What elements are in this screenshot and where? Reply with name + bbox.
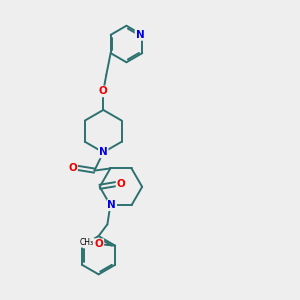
Text: O: O [68, 163, 77, 173]
Text: N: N [107, 200, 116, 210]
Text: O: O [94, 239, 103, 249]
Text: N: N [99, 147, 108, 158]
Text: O: O [117, 179, 125, 189]
Text: CH₃: CH₃ [80, 238, 94, 247]
Text: O: O [99, 86, 108, 96]
Text: N: N [136, 30, 144, 40]
